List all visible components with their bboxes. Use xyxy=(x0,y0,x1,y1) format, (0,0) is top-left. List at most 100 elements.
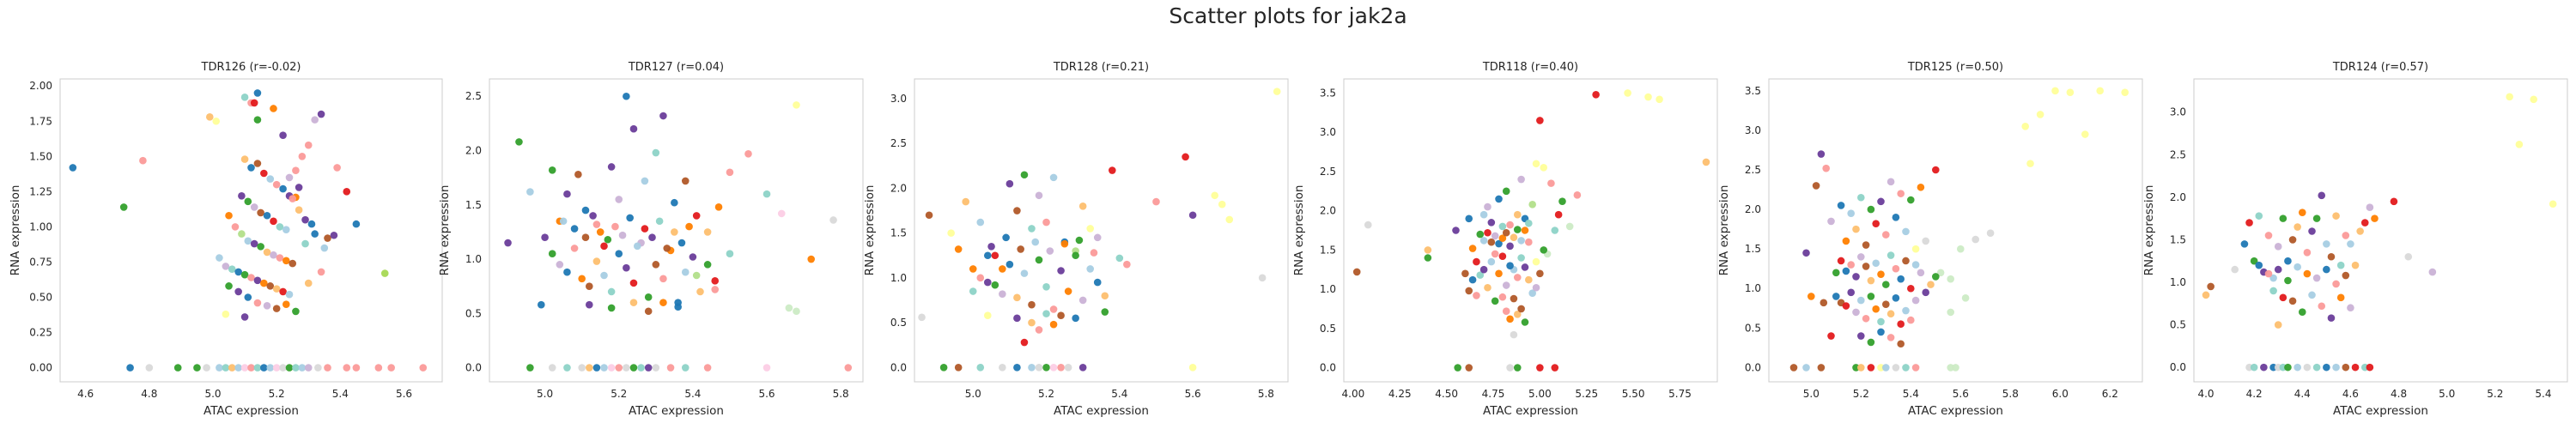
data-point xyxy=(578,275,586,283)
x-tick-label: 5.25 xyxy=(1575,388,1598,400)
data-point xyxy=(692,212,701,220)
y-tick-label: 0.5 xyxy=(890,317,907,329)
data-point xyxy=(785,304,793,312)
data-point xyxy=(2366,363,2374,372)
plot-frame xyxy=(2193,78,2568,383)
y-tick-label: 1.50 xyxy=(29,150,52,162)
data-point xyxy=(1842,302,1850,310)
data-point xyxy=(1822,164,1830,172)
data-point xyxy=(2312,214,2321,222)
data-point xyxy=(1517,254,1525,262)
data-point xyxy=(1028,363,1036,372)
data-point xyxy=(1525,275,1533,284)
data-point xyxy=(250,99,258,107)
data-point xyxy=(1078,363,1087,372)
data-point xyxy=(659,112,667,120)
data-point xyxy=(1551,364,1559,372)
data-point xyxy=(1476,271,1485,279)
data-point xyxy=(1847,288,1855,297)
x-tick-label: 4.00 xyxy=(1342,388,1365,400)
data-point xyxy=(1971,235,1979,244)
data-point xyxy=(991,251,999,260)
x-tick-label: 5.00 xyxy=(1528,388,1552,400)
data-point xyxy=(548,364,556,372)
data-point xyxy=(1484,202,1492,211)
data-point xyxy=(1897,340,1905,348)
data-point xyxy=(1484,283,1492,292)
data-point xyxy=(663,245,671,252)
data-point xyxy=(999,363,1006,372)
data-point xyxy=(1484,228,1492,237)
data-point xyxy=(983,251,992,260)
data-point xyxy=(1005,260,1014,269)
data-point xyxy=(1473,257,1480,266)
data-point xyxy=(1031,238,1040,246)
data-point xyxy=(689,253,697,261)
y-tick-label: 2.0 xyxy=(1745,203,1761,215)
y-tick-label: 1.0 xyxy=(1745,282,1761,294)
data-point xyxy=(714,202,723,211)
x-axis-label: ATAC expression xyxy=(204,404,299,418)
data-point xyxy=(352,220,361,228)
data-point xyxy=(1812,182,1820,190)
data-point xyxy=(1424,246,1432,254)
data-point xyxy=(270,105,277,112)
data-point xyxy=(1644,93,1652,101)
data-point xyxy=(1532,283,1540,292)
data-point xyxy=(2255,261,2263,269)
data-point xyxy=(592,221,601,228)
data-point xyxy=(1491,297,1499,305)
data-point xyxy=(1049,363,1058,372)
y-axis-label: RNA expression xyxy=(9,185,22,276)
x-tick-label: 5.2 xyxy=(1038,388,1054,400)
x-tick-label: 5.6 xyxy=(1185,388,1201,400)
data-point xyxy=(301,239,309,248)
data-point xyxy=(225,211,233,220)
data-point xyxy=(1521,263,1529,271)
data-point xyxy=(2260,363,2268,372)
data-point xyxy=(1528,201,1536,208)
data-point xyxy=(1060,239,1069,248)
data-point xyxy=(1064,287,1072,295)
data-point xyxy=(2303,269,2312,278)
data-point xyxy=(652,364,660,372)
data-point xyxy=(2303,248,2312,257)
data-point xyxy=(1847,209,1855,217)
data-point xyxy=(1536,269,1544,278)
data-point xyxy=(2279,293,2287,302)
data-point xyxy=(279,184,287,193)
data-point xyxy=(1917,269,1925,277)
data-point xyxy=(292,307,300,316)
data-point xyxy=(1510,330,1518,339)
data-point xyxy=(677,239,686,247)
data-point xyxy=(1897,275,1905,283)
data-point xyxy=(1952,364,1959,372)
data-point xyxy=(1867,293,1875,300)
x-tick-label: 4.6 xyxy=(2342,388,2359,400)
data-point xyxy=(659,275,667,283)
data-point xyxy=(1857,364,1865,372)
data-point xyxy=(1108,166,1116,174)
data-point xyxy=(962,197,970,206)
data-point xyxy=(629,364,638,372)
data-point xyxy=(1513,311,1522,318)
data-point xyxy=(2404,252,2413,261)
data-point xyxy=(1517,237,1525,245)
data-point xyxy=(1225,215,1234,224)
data-point xyxy=(2356,227,2364,235)
data-point xyxy=(247,364,255,372)
data-point xyxy=(222,364,230,372)
data-point xyxy=(2274,321,2282,329)
scatter-panel: TDR127 (r=0.04) 5.0 5.2 5.4 5.6 5.8 0.0 0.5 1.0 1… xyxy=(438,61,864,418)
data-point xyxy=(1506,242,1514,251)
data-point xyxy=(1465,364,1473,372)
data-point xyxy=(681,177,690,185)
data-point xyxy=(969,287,977,295)
data-point xyxy=(253,160,262,167)
data-point xyxy=(1510,233,1518,242)
data-point xyxy=(2303,363,2312,372)
data-point xyxy=(380,269,389,277)
data-point xyxy=(681,268,690,276)
data-point xyxy=(240,155,249,163)
